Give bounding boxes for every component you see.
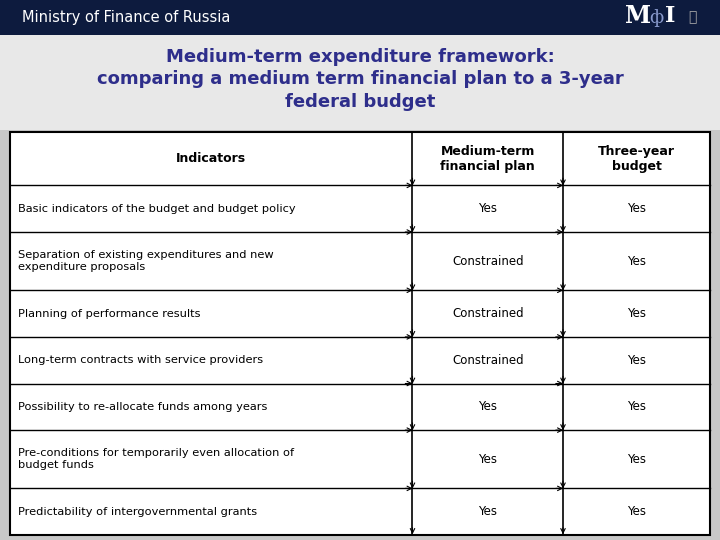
Bar xyxy=(10,132,710,535)
Text: Yes: Yes xyxy=(627,255,646,268)
Text: Yes: Yes xyxy=(478,505,498,518)
Text: Separation of existing expenditures and new
expenditure proposals: Separation of existing expenditures and … xyxy=(18,251,274,272)
Text: Yes: Yes xyxy=(627,505,646,518)
Text: Yes: Yes xyxy=(627,400,646,413)
Text: Yes: Yes xyxy=(627,354,646,367)
Text: Constrained: Constrained xyxy=(452,354,523,367)
Text: Yes: Yes xyxy=(627,307,646,320)
Text: Medium-term
financial plan: Medium-term financial plan xyxy=(441,145,535,173)
Text: Yes: Yes xyxy=(627,453,646,466)
Text: Yes: Yes xyxy=(478,400,498,413)
Text: I: I xyxy=(665,5,675,27)
Text: Constrained: Constrained xyxy=(452,307,523,320)
Text: Yes: Yes xyxy=(627,202,646,215)
Text: Possibility to re-allocate funds among years: Possibility to re-allocate funds among y… xyxy=(18,402,267,412)
Text: Constrained: Constrained xyxy=(452,255,523,268)
Text: Yes: Yes xyxy=(478,202,498,215)
Bar xyxy=(620,0,720,35)
Text: Pre-conditions for temporarily even allocation of
budget funds: Pre-conditions for temporarily even allo… xyxy=(18,448,294,470)
Text: Three-year
budget: Three-year budget xyxy=(598,145,675,173)
Text: Planning of performance results: Planning of performance results xyxy=(18,308,200,319)
Text: ф: ф xyxy=(649,9,663,27)
Text: Ministry of Finance of Russia: Ministry of Finance of Russia xyxy=(22,10,230,25)
Text: 🦅: 🦅 xyxy=(688,10,696,24)
Text: Basic indicators of the budget and budget policy: Basic indicators of the budget and budge… xyxy=(18,204,296,214)
Bar xyxy=(0,0,720,35)
Text: Yes: Yes xyxy=(478,453,498,466)
Text: Indicators: Indicators xyxy=(176,152,246,165)
Text: Medium-term expenditure framework:
comparing a medium term financial plan to a 3: Medium-term expenditure framework: compa… xyxy=(96,48,624,111)
Text: М: М xyxy=(625,4,651,28)
Text: Predictability of intergovernmental grants: Predictability of intergovernmental gran… xyxy=(18,507,257,517)
Text: Long-term contracts with service providers: Long-term contracts with service provide… xyxy=(18,355,263,365)
Bar xyxy=(0,35,720,130)
